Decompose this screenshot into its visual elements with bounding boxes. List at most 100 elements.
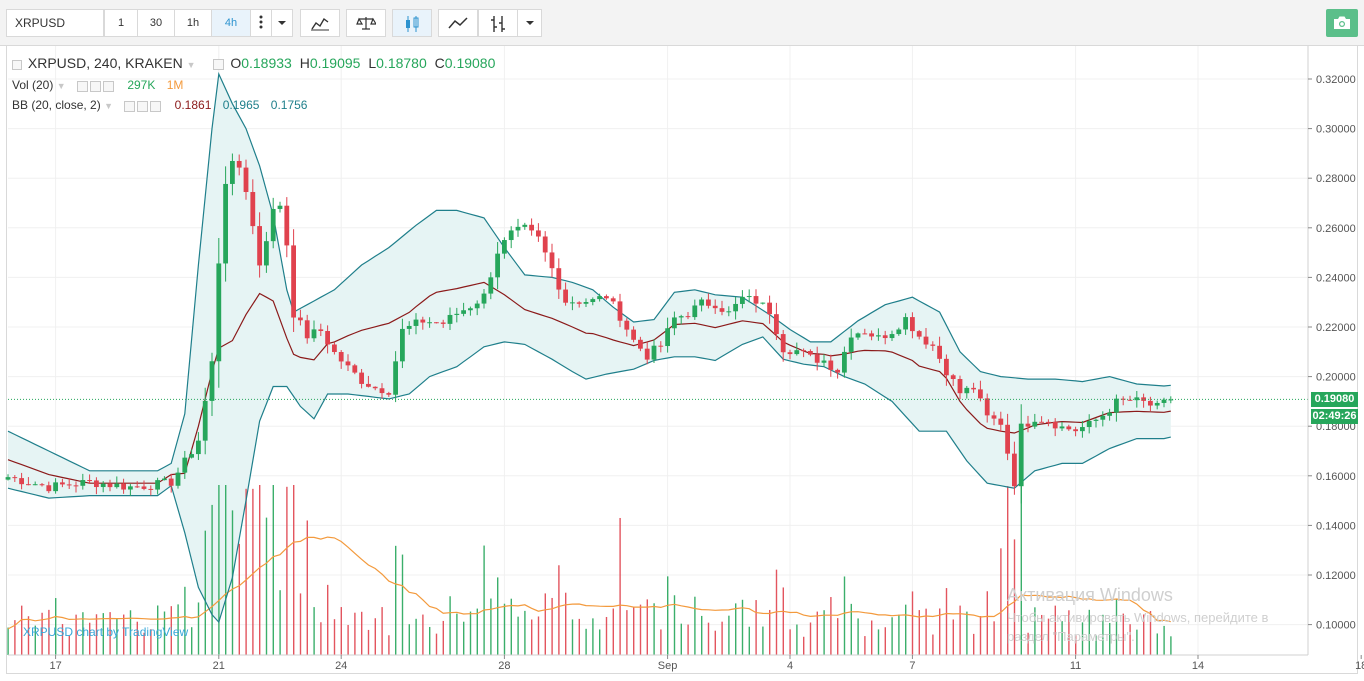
volume-bar [306,520,308,655]
volume-ma-line [7,536,1171,630]
volume-bar [238,543,240,655]
candle-body [699,299,704,306]
volume-bar [891,617,893,655]
candle-body [753,296,759,304]
windows-activation-hint: Чтобы активировать Windows, перейдите в [1007,610,1269,625]
candle-body [726,311,732,313]
bb-lower-value: 0.1756 [270,98,308,112]
candle-body [767,302,772,315]
price-tick-label: 0.28000 [1316,173,1356,185]
candle-body [338,352,344,362]
candle-body [175,472,181,486]
settings-icon[interactable] [89,81,101,92]
volume-bar [667,576,669,655]
volume-bar [293,485,295,655]
volume-bar [136,621,138,655]
candle-body [971,387,976,390]
volume-bar [660,629,662,655]
series-title: XRPUSD, 240, KRAKEN [27,55,183,71]
candle-body [1148,400,1153,406]
interval-dropdown-button[interactable] [271,9,293,37]
hide-icon[interactable] [124,101,136,112]
candle-body [366,383,371,387]
tradingview-credit-link[interactable]: XRPUSD chart by TradingView [23,625,189,639]
style-dropdown-button[interactable] [517,9,542,37]
price-tick-label: 0.12000 [1316,570,1356,582]
main-series-legend: XRPUSD, 240, KRAKEN ▼ O0.18933 H0.19095 … [12,55,495,71]
volume-bar [231,510,234,655]
volume-bar [374,618,376,655]
candle-body [1059,426,1065,429]
candle-body [427,322,432,324]
volume-bar [843,576,846,655]
volume-bar [7,627,9,655]
volume-bar [191,627,193,655]
volume-bar [259,485,261,655]
price-tick-label: 0.16000 [1316,471,1356,483]
volume-bar [463,621,465,655]
compare-icon [356,17,376,30]
volume-bar [21,605,23,655]
volume-bar [497,577,499,655]
chevron-down-icon[interactable]: ▼ [104,101,113,111]
candle-body [848,337,854,352]
volume-bar [605,616,608,655]
candle-body [1005,424,1010,454]
more-intervals-button[interactable] [250,9,272,37]
settings-icon[interactable] [137,101,149,112]
candle-body [542,236,548,253]
compare-button[interactable] [346,9,386,37]
candle-body [964,387,970,394]
chevron-down-icon[interactable]: ▼ [186,60,196,70]
time-tick-label: 14 [1192,660,1204,672]
volume-bar [741,599,744,655]
candle-body [678,316,684,318]
candle-body [869,333,874,337]
interval-1h-button[interactable]: 1h [174,9,212,37]
close-icon[interactable] [150,101,162,112]
volume-bar [157,605,159,655]
candle-body [359,372,364,384]
bollinger-legend: BB (20, close, 2) ▼ 0.1861 0.1965 0.1756 [12,98,307,113]
volume-bar [55,598,57,655]
volume-bar [408,624,410,655]
candle-body [794,350,800,355]
line-style-button[interactable] [438,9,478,37]
symbol-search-input[interactable]: XRPUSD [6,9,104,37]
volume-bar [612,608,614,655]
snapshot-button[interactable] [1326,9,1358,37]
candle-body [189,454,194,458]
volume-bar [687,624,689,655]
volume-bar [483,545,485,655]
candle-body [876,335,881,337]
interval-4h-button[interactable]: 4h [211,9,251,37]
volume-bar [415,618,417,655]
volume-bar [1054,605,1056,655]
candle-body [345,361,351,366]
volume-bar [735,603,737,655]
volume-bar [490,598,492,655]
bar-replay-button[interactable] [478,9,518,37]
volume-bar [633,607,635,655]
candles-icon [406,16,419,32]
windows-activation-watermark: Активация Windows [1007,585,1173,605]
candle-body [910,317,915,332]
chevron-down-icon[interactable]: ▼ [56,81,66,91]
volume-bar [714,630,716,655]
volume-bar [109,612,111,655]
candle-body [835,369,840,373]
candles-style-button[interactable] [392,9,432,37]
volume-bar [816,611,818,655]
candle-body [1025,423,1031,427]
candle-body [182,457,188,473]
candle-body [304,320,310,339]
close-icon[interactable] [102,81,114,92]
settings-icon[interactable] [213,59,225,70]
candle-body [1134,397,1140,401]
indicators-button[interactable] [300,9,340,37]
volume-bar [1136,629,1138,655]
collapse-legend-icon[interactable] [12,60,22,70]
volume-bar [701,615,703,655]
hide-icon[interactable] [76,81,88,92]
